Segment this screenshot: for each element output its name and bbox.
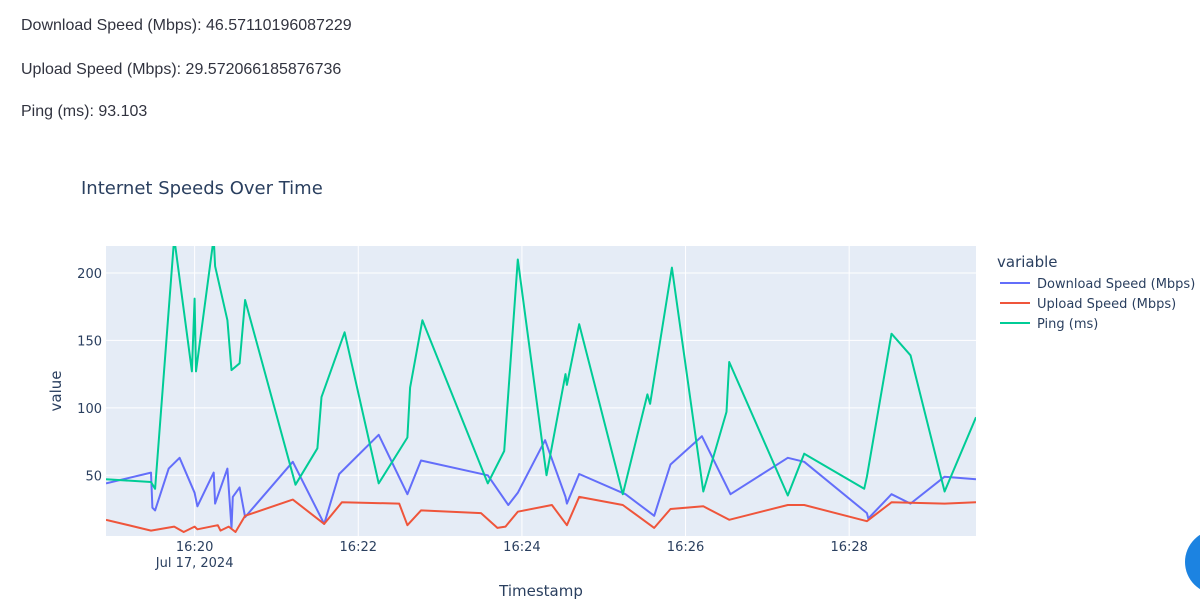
series-line-1[interactable] — [106, 433, 976, 529]
y-tick-label: 100 — [77, 402, 102, 417]
legend-label: Download Speed (Mbps) — [1037, 277, 1195, 292]
ping-value: 93.103 — [98, 103, 148, 120]
x-axis-title: Timestamp — [498, 582, 583, 600]
legend-item-1[interactable]: Download Speed (Mbps) — [1000, 277, 1195, 292]
grid-lines — [106, 246, 976, 536]
x-tick-label: 16:20 — [176, 540, 213, 555]
x-tick-label: 16:26 — [667, 540, 704, 555]
series-lines[interactable] — [106, 238, 976, 533]
y-axis-title: value — [47, 371, 65, 412]
x-tick-sublabel: Jul 17, 2024 — [155, 556, 234, 571]
y-tick-label: 50 — [85, 469, 102, 484]
series-line-2[interactable] — [106, 495, 976, 533]
series-line-3[interactable] — [106, 238, 976, 497]
y-tick-label: 200 — [77, 267, 102, 282]
floating-action-button[interactable] — [1185, 530, 1200, 594]
download-speed-value: 46.57110196087229 — [206, 17, 352, 34]
plot-area — [106, 246, 976, 536]
legend-title: variable — [997, 253, 1058, 271]
x-tick-label: 16:22 — [340, 540, 377, 555]
x-tick-label: 16:24 — [503, 540, 540, 555]
legend-label: Upload Speed (Mbps) — [1037, 297, 1176, 312]
legend-item-2[interactable]: Upload Speed (Mbps) — [1000, 297, 1176, 312]
legend-label: Ping (ms) — [1037, 317, 1098, 332]
legend[interactable]: Download Speed (Mbps) Upload Speed (Mbps)… — [1000, 277, 1195, 332]
upload-speed-stat: Upload Speed (Mbps): 29.572066185876736 — [21, 61, 341, 79]
upload-speed-label: Upload Speed (Mbps): — [21, 61, 182, 78]
chart-title: Internet Speeds Over Time — [81, 178, 323, 199]
download-speed-label: Download Speed (Mbps): — [21, 17, 202, 34]
y-tick-label: 150 — [77, 334, 102, 349]
legend-item-3[interactable]: Ping (ms) — [1000, 317, 1098, 332]
download-speed-stat: Download Speed (Mbps): 46.57110196087229 — [21, 17, 352, 35]
upload-speed-value: 29.572066185876736 — [185, 61, 342, 78]
ping-label: Ping (ms): — [21, 103, 94, 120]
ping-stat: Ping (ms): 93.103 — [21, 103, 147, 121]
x-tick-label: 16:28 — [830, 540, 867, 555]
